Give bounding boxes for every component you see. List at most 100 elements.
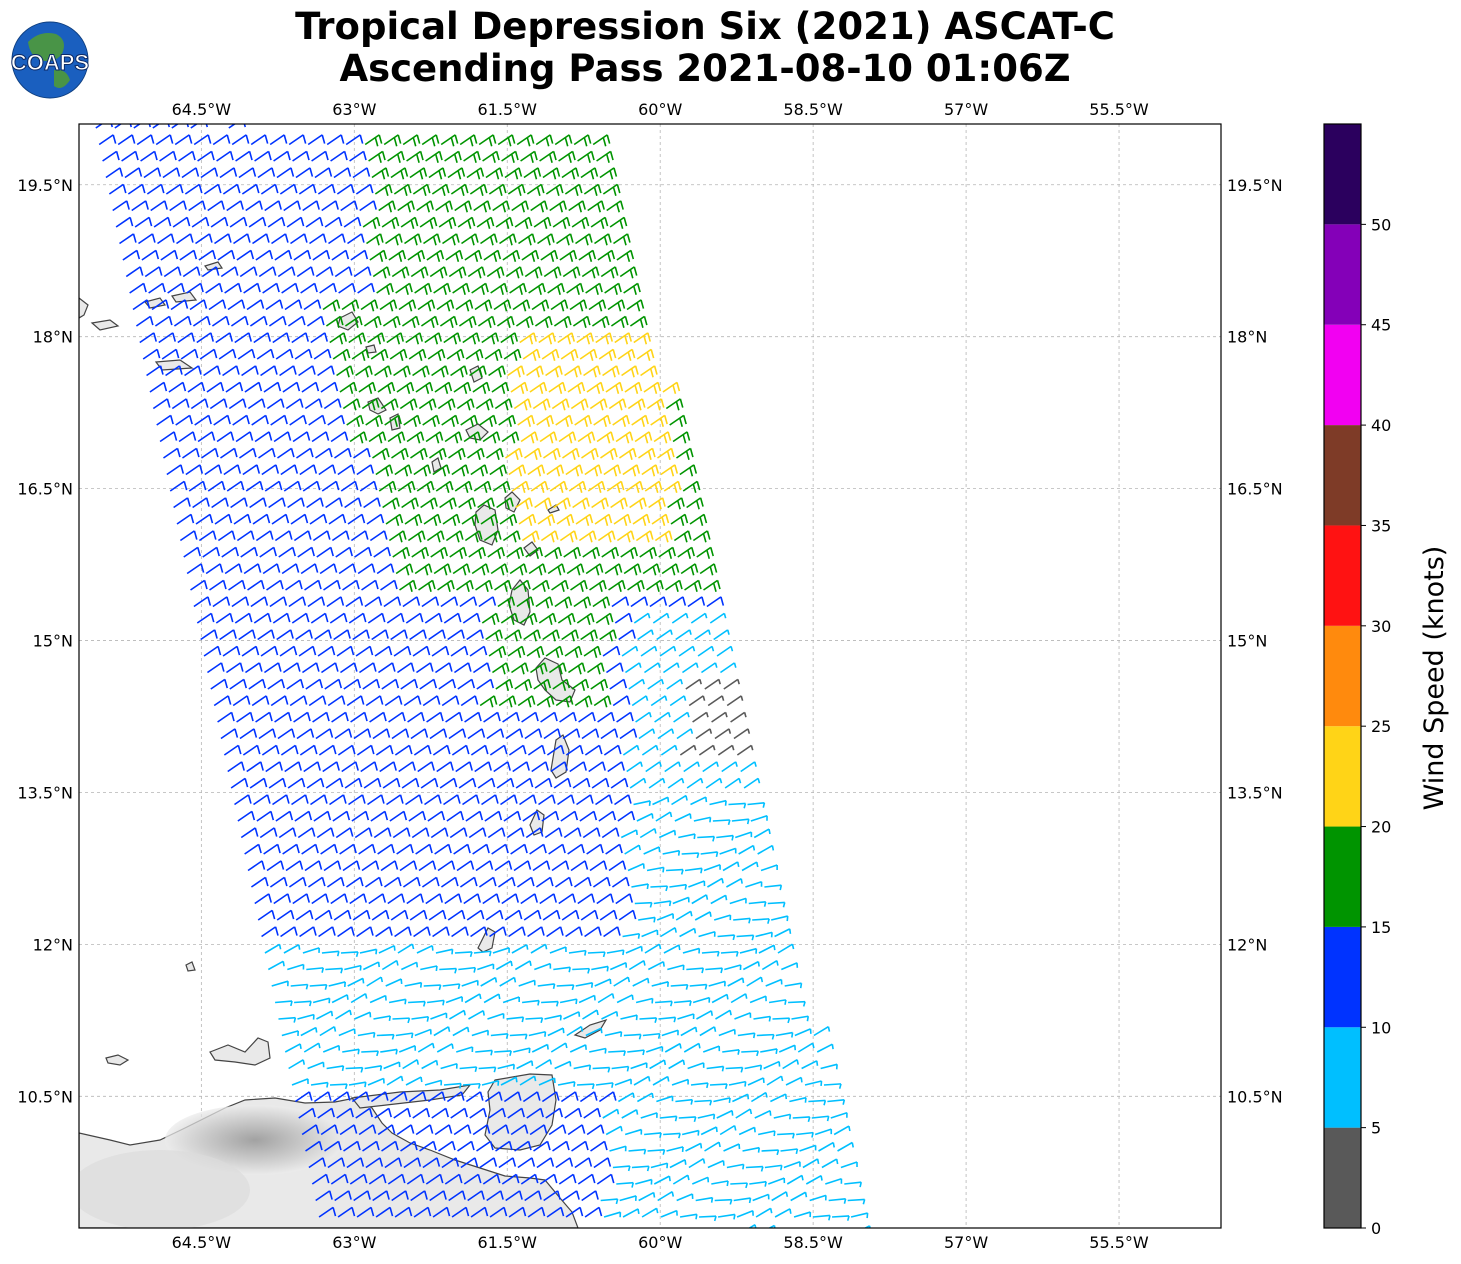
wind-barb (265, 299, 284, 311)
wind-barb (696, 546, 714, 559)
wind-barb (134, 216, 153, 228)
wind-barb (485, 167, 504, 180)
wind-barb (166, 464, 185, 476)
wind-barb (412, 645, 431, 657)
wind-barb (613, 233, 631, 246)
wind-barb (229, 678, 248, 690)
wind-barb (669, 414, 687, 427)
wind-barb (332, 348, 351, 361)
wind-barb (573, 134, 592, 147)
colorbar-tick-label: 0 (1371, 1219, 1381, 1238)
wind-barb (290, 513, 309, 525)
wind-barb (423, 233, 441, 246)
wind-barb (431, 645, 450, 657)
wind-barb (257, 167, 276, 179)
wind-barb (592, 596, 611, 609)
wind-barb (347, 513, 366, 525)
wind-barb (368, 150, 386, 163)
wind-barb (450, 365, 468, 378)
wind-barb (303, 299, 322, 311)
wind-barb (203, 365, 221, 377)
wind-barb (530, 480, 549, 493)
wind-barb (229, 216, 248, 228)
wind-barb (391, 447, 409, 460)
lon-tick-label-top: 61.5°W (478, 100, 538, 119)
wind-barb (176, 233, 194, 245)
wind-barb (531, 299, 550, 312)
wind-barb (578, 530, 597, 543)
wind-barb (610, 315, 629, 328)
wind-barb (528, 282, 546, 295)
lat-tick-label-right: 12°N (1227, 935, 1267, 954)
wind-barb (628, 678, 645, 690)
wind-barb (480, 513, 499, 526)
wind-barb (333, 167, 352, 179)
wind-barb (604, 282, 622, 295)
wind-barb (494, 579, 512, 592)
wind-barb (242, 464, 261, 476)
wind-barb (381, 678, 400, 690)
wind-barb (275, 348, 294, 360)
wind-barb (334, 447, 352, 459)
wind-barb (487, 546, 505, 559)
wind-barb (649, 596, 668, 608)
wind-barb (415, 381, 434, 394)
wind-barb (491, 662, 510, 675)
wind-barb (225, 662, 244, 674)
wind-barb (160, 249, 179, 261)
wind-barb (602, 183, 621, 196)
wind-barb (562, 447, 580, 460)
wind-barb (629, 497, 647, 510)
wind-barb (343, 678, 362, 690)
lat-tick-label-right: 15°N (1227, 632, 1267, 651)
wind-barb (162, 167, 181, 179)
wind-barb (471, 282, 489, 295)
wind-barb (287, 497, 305, 509)
wind-barb (583, 645, 602, 658)
wind-barb (386, 332, 405, 345)
wind-barb (300, 282, 318, 294)
wind-barb (648, 497, 666, 510)
wind-barb (416, 200, 434, 213)
title-line-1: Tropical Depression Six (2021) ASCAT-C (295, 5, 1115, 48)
wind-barb (171, 398, 190, 410)
wind-barb (479, 695, 498, 708)
wind-barb (638, 447, 656, 460)
wind-barb (277, 266, 296, 278)
wind-barb (352, 167, 371, 179)
wind-barb (640, 365, 658, 378)
wind-barb (629, 315, 648, 328)
wind-barb (337, 464, 356, 476)
wind-barb (380, 579, 398, 591)
wind-barb (270, 695, 289, 707)
wind-barb (418, 579, 436, 592)
wind-barb (443, 332, 462, 345)
wind-barb (625, 480, 644, 493)
wind-barb (578, 249, 597, 262)
wind-barb (180, 348, 199, 360)
wind-barb (95, 124, 114, 129)
wind-barb (488, 645, 507, 658)
wind-barb (338, 282, 356, 294)
wind-barb (281, 282, 299, 294)
wind-barb (339, 662, 358, 674)
wind-barb (448, 266, 467, 279)
wind-barb (186, 563, 205, 575)
wind-barb (534, 315, 553, 328)
wind-barb (292, 431, 311, 443)
wind-barb (697, 645, 715, 657)
wind-barb (594, 513, 613, 526)
wind-barb (662, 662, 680, 674)
wind-barb (676, 447, 694, 460)
lat-tick-label-right: 13.5°N (1227, 783, 1283, 802)
wind-barb (202, 546, 220, 558)
wind-barb (521, 530, 540, 543)
wind-barb (673, 530, 692, 543)
wind-barb (462, 332, 481, 345)
wind-barb (567, 381, 586, 394)
wind-barb (364, 596, 383, 608)
wind-barb (238, 629, 256, 641)
wind-barb (193, 134, 212, 146)
wind-barb (125, 266, 144, 278)
wind-barb (465, 348, 484, 361)
